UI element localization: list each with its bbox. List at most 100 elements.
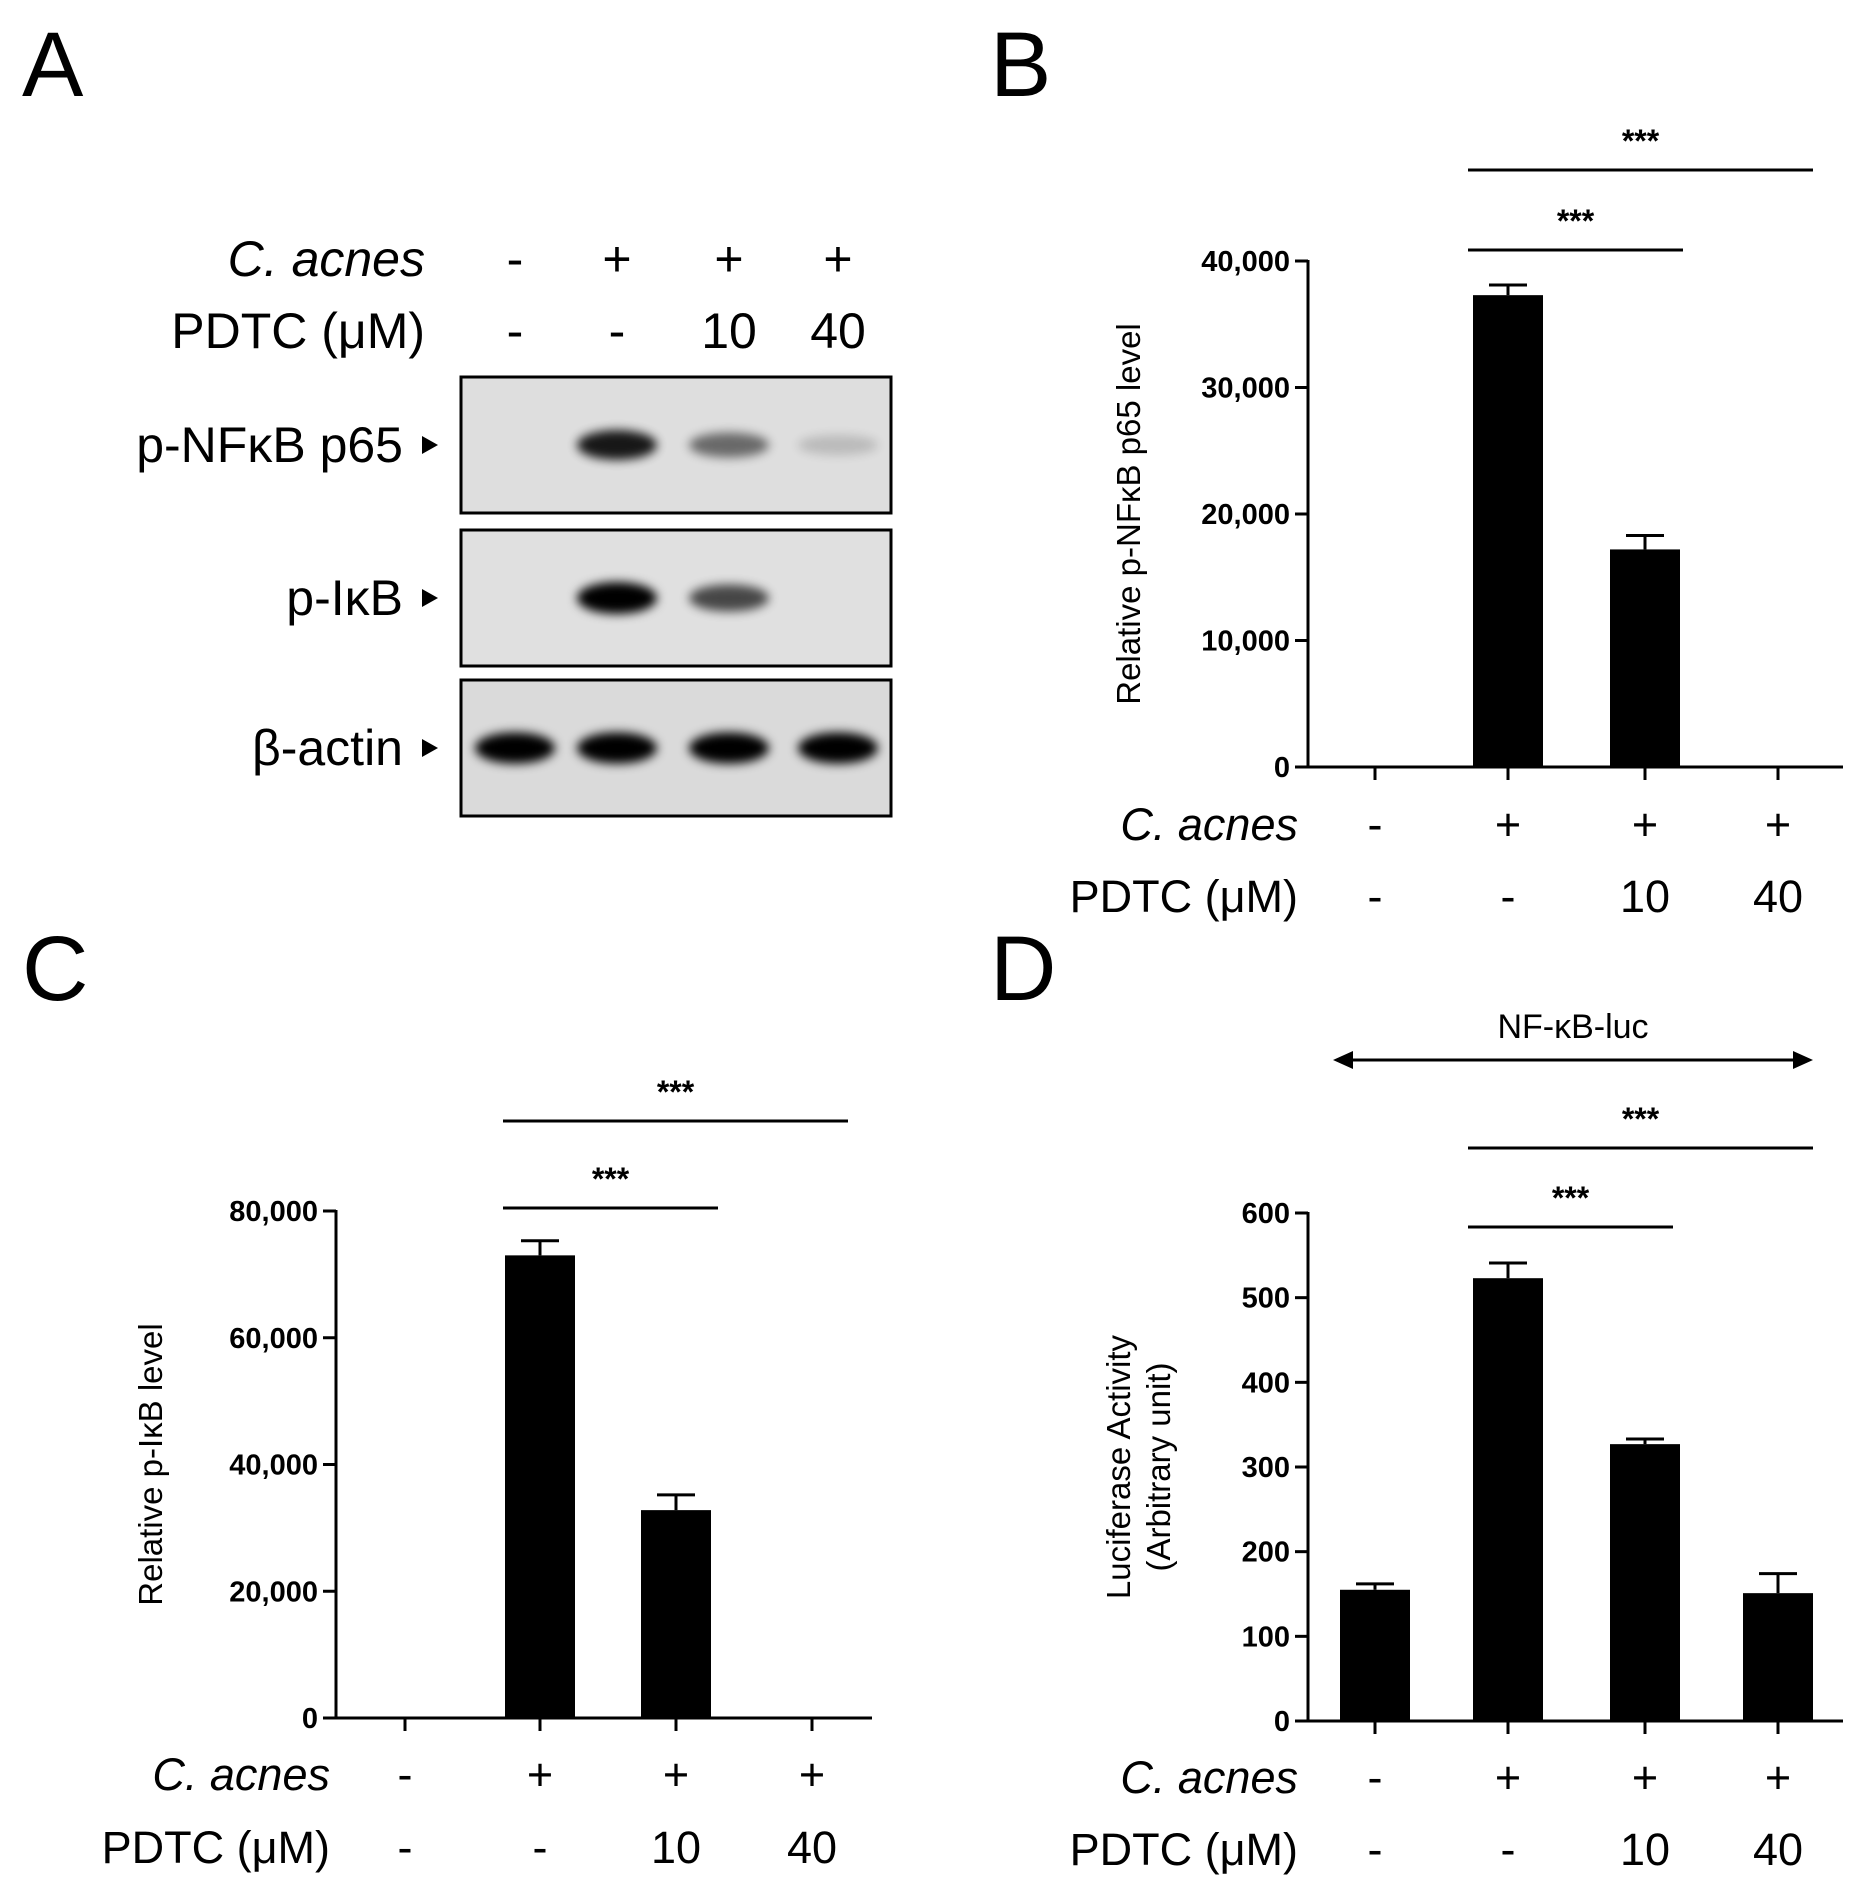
y-tick-label: 20,000 <box>229 1576 318 1608</box>
y-axis-label: (Arbitrary unit) <box>1140 1362 1177 1571</box>
blot-band <box>689 432 769 458</box>
y-axis-label: Relative p-IκB level <box>132 1323 169 1605</box>
arrow-left-icon <box>1333 1051 1353 1069</box>
y-tick-label: 0 <box>1274 1706 1290 1738</box>
bar-chart-p-ikb: 0 20,000 40,000 60,000 80,000 Relative p-IκB … <box>102 1074 872 1873</box>
bar <box>1743 1593 1813 1721</box>
pdtc-value: 40 <box>787 1822 837 1873</box>
blot-c-acnes-value: + <box>823 231 852 287</box>
c-acnes-value: - <box>398 1749 413 1800</box>
pdtc-label: PDTC (μM) <box>1070 1824 1298 1875</box>
c-acnes-label: C. acnes <box>1120 799 1298 850</box>
blot-label: p-NFκB p65 <box>136 417 403 473</box>
y-tick-label: 100 <box>1242 1621 1290 1653</box>
y-tick-label: 600 <box>1242 1198 1290 1230</box>
c-acnes-value: + <box>1765 1752 1791 1803</box>
c-acnes-value: + <box>1495 1752 1521 1803</box>
blot-band <box>475 732 555 764</box>
y-tick-label: 200 <box>1242 1537 1290 1569</box>
significance-label: *** <box>657 1074 695 1110</box>
arrow-right-icon <box>1793 1051 1813 1069</box>
y-tick-label: 40,000 <box>1201 246 1290 278</box>
bar-chart-p-nfkb-p65: 0 10,000 20,000 30,000 40,000 Relative p-NFκB… <box>1070 123 1843 922</box>
bar <box>1610 1444 1680 1721</box>
panel-label-c: C <box>22 918 88 1020</box>
c-acnes-value: + <box>1632 799 1658 850</box>
pdtc-value: 40 <box>1753 871 1803 922</box>
y-tick-label: 0 <box>1274 752 1290 784</box>
blot-band <box>577 582 657 614</box>
c-acnes-value: + <box>1632 1752 1658 1803</box>
significance-label: *** <box>1622 1101 1660 1137</box>
blot-arrow-icon <box>422 436 438 454</box>
blot-pdtc-label: PDTC (μM) <box>171 303 425 359</box>
bar <box>1473 295 1543 767</box>
y-tick-label: 20,000 <box>1201 499 1290 531</box>
blot-arrow-icon <box>422 589 438 607</box>
blot-band <box>577 732 657 764</box>
pdtc-label: PDTC (μM) <box>102 1822 330 1873</box>
y-tick-label: 30,000 <box>1201 373 1290 405</box>
c-acnes-label: C. acnes <box>152 1749 330 1800</box>
pdtc-value: - <box>1368 1824 1383 1875</box>
western-blot-panel: C. acnes PDTC (μM) - + + + - - 10 40 p-NFκB p65… <box>136 231 893 818</box>
y-tick-label: 500 <box>1242 1283 1290 1315</box>
pdtc-value: - <box>398 1822 413 1873</box>
significance-label: *** <box>1622 123 1660 159</box>
y-tick-label: 40,000 <box>229 1450 318 1482</box>
pdtc-value: - <box>1501 871 1516 922</box>
pdtc-value: 10 <box>1620 1824 1670 1875</box>
blot-band <box>798 732 878 764</box>
blot-pdtc-value: 10 <box>701 303 757 359</box>
blot-c-acnes-value: + <box>602 231 631 287</box>
pdtc-value: - <box>1368 871 1383 922</box>
y-tick-label: 60,000 <box>229 1323 318 1355</box>
pdtc-label: PDTC (μM) <box>1070 871 1298 922</box>
pdtc-value: - <box>1501 1824 1516 1875</box>
panel-label-d: D <box>990 918 1056 1020</box>
bar <box>1473 1278 1543 1721</box>
c-acnes-value: + <box>1765 799 1791 850</box>
y-tick-label: 0 <box>302 1703 318 1735</box>
blot-strips: p-NFκB p65 p-IκB β-actin <box>136 375 893 818</box>
blot-strip <box>459 528 893 668</box>
blot-band <box>689 584 769 612</box>
y-axis-label: Luciferase Activity <box>1100 1334 1137 1599</box>
blot-pdtc-value: - <box>609 303 626 359</box>
c-acnes-label: C. acnes <box>1120 1752 1298 1803</box>
blot-band <box>577 430 657 460</box>
blot-c-acnes-value: + <box>714 231 743 287</box>
bar <box>641 1510 711 1718</box>
y-tick-label: 400 <box>1242 1367 1290 1399</box>
significance-label: *** <box>1557 203 1595 239</box>
blot-pdtc-value: 40 <box>810 303 866 359</box>
blot-label: p-IκB <box>286 570 403 626</box>
header-label: NF-κB-luc <box>1497 1008 1648 1046</box>
y-axis-label: Relative p-NFκB p65 level <box>1110 323 1147 705</box>
panel-label-b: B <box>990 14 1051 116</box>
blot-band <box>798 434 878 456</box>
y-tick-label: 80,000 <box>229 1196 318 1228</box>
c-acnes-value: + <box>799 1749 825 1800</box>
bar-chart-luciferase: 0 100 200 300 400 500 600 Luciferase Activity (A… <box>1070 1008 1843 1875</box>
c-acnes-value: + <box>527 1749 553 1800</box>
pdtc-value: 10 <box>651 1822 701 1873</box>
pdtc-value: - <box>533 1822 548 1873</box>
panel-label-a: A <box>22 14 84 116</box>
bar <box>1340 1589 1410 1721</box>
blot-pdtc-value: - <box>507 303 524 359</box>
pdtc-value: 40 <box>1753 1824 1803 1875</box>
significance-label: *** <box>1552 1180 1590 1216</box>
c-acnes-value: - <box>1368 1752 1383 1803</box>
bar <box>505 1255 575 1718</box>
blot-condition-values: - + + + - - 10 40 <box>507 231 866 359</box>
blot-label: β-actin <box>252 720 403 776</box>
pdtc-value: 10 <box>1620 871 1670 922</box>
blot-band <box>689 732 769 764</box>
blot-c-acnes-label: C. acnes <box>228 231 425 287</box>
c-acnes-value: + <box>1495 799 1521 850</box>
y-tick-label: 10,000 <box>1201 626 1290 658</box>
c-acnes-value: - <box>1368 799 1383 850</box>
blot-arrow-icon <box>422 739 438 757</box>
